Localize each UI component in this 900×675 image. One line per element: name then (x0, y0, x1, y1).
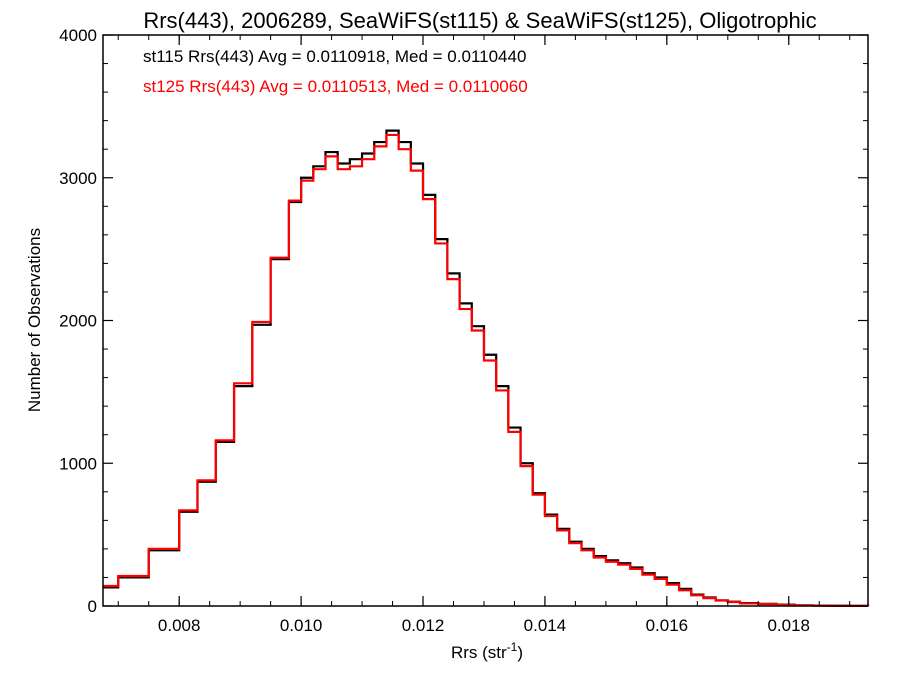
y-tick-label: 3000 (59, 169, 97, 188)
x-axis-label-suffix: ) (517, 643, 523, 662)
y-tick-label: 4000 (59, 26, 97, 45)
series-st125-line (103, 133, 870, 607)
y-tick-label: 0 (88, 597, 97, 616)
x-tick-label: 0.018 (767, 616, 810, 635)
plot-series (103, 129, 870, 607)
annotations: st115 Rrs(443) Avg = 0.0110918, Med = 0.… (143, 47, 528, 96)
y-tick-label: 2000 (59, 312, 97, 331)
x-tick-label: 0.016 (646, 616, 689, 635)
annotation-st125: st125 Rrs(443) Avg = 0.0110513, Med = 0.… (143, 77, 528, 96)
x-tick-label: 0.008 (158, 616, 201, 635)
y-tick-label: 1000 (59, 454, 97, 473)
chart-title: Rrs(443), 2006289, SeaWiFS(st115) & SeaW… (143, 8, 816, 33)
series-st115-line (103, 129, 870, 607)
x-tick-label: 0.010 (280, 616, 323, 635)
x-tick-label: 0.014 (524, 616, 567, 635)
x-axis: 0.008 0.010 0.012 0.014 0.016 0.018 (117, 35, 851, 635)
x-axis-label-main: Rrs (str (451, 643, 507, 662)
plot-frame (102, 34, 869, 607)
x-axis-label-sup: -1 (507, 640, 518, 654)
x-axis-label: Rrs (str-1) (451, 640, 523, 662)
y-axis-label: Number of Observations (25, 228, 44, 412)
y-axis: 0 1000 2000 3000 4000 (59, 26, 868, 616)
annotation-st115: st115 Rrs(443) Avg = 0.0110918, Med = 0.… (143, 47, 526, 66)
x-tick-label: 0.012 (402, 616, 445, 635)
